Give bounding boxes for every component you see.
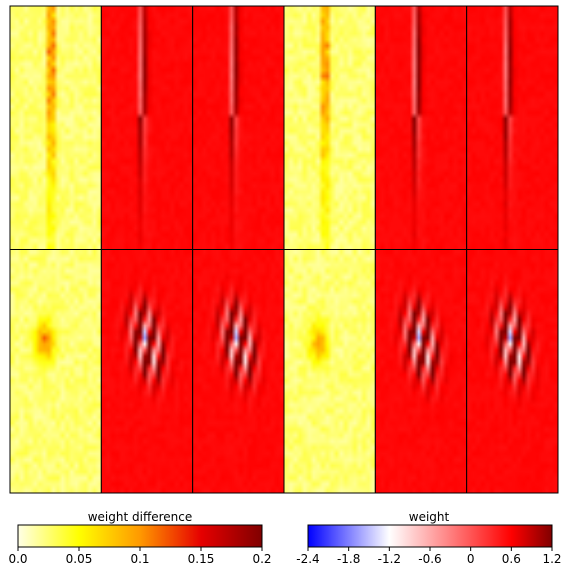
heatmap-cell-image — [466, 6, 558, 250]
heatmap-panel-r1-c2 — [100, 5, 194, 250]
colorbar-tick-label: 0.6 — [502, 552, 521, 566]
colorbar-gradient — [307, 524, 553, 548]
heatmap-grid — [9, 5, 559, 494]
colorbar-tick-label: 0.15 — [188, 552, 215, 566]
heatmap-cell-image — [192, 249, 284, 493]
heatmap-cell-image — [10, 6, 102, 250]
heatmap-cell-image — [10, 249, 102, 493]
heatmap-panel-r2-c3 — [192, 249, 285, 494]
heatmap-panel-r1-c3 — [192, 5, 285, 250]
colorbar-tick-label: 0.1 — [130, 552, 149, 566]
colorbar-tick-label: 0.2 — [252, 552, 271, 566]
colorbar-weight-difference: weight difference 0.0 0.05 0.1 0.15 0.2 — [8, 510, 271, 566]
colorbar-tick-label: 1.2 — [542, 552, 561, 566]
colorbar-gradient — [17, 524, 263, 548]
colorbar-tick-label: 0.05 — [66, 552, 93, 566]
colorbar-title: weight difference — [88, 510, 193, 524]
heatmap-panel-r2-c4 — [283, 249, 376, 494]
colorbar-tick-label: -1.2 — [378, 552, 401, 566]
heatmap-panel-r2-c6 — [466, 249, 559, 494]
heatmap-panel-r1-c4 — [283, 5, 376, 250]
heatmap-panel-r2-c2 — [100, 249, 194, 494]
heatmap-cell-image — [101, 249, 193, 493]
heatmap-panel-r1-c5 — [374, 5, 468, 250]
heatmap-panel-r1-c6 — [466, 5, 559, 250]
heatmap-cell-image — [192, 6, 284, 250]
heatmap-cell-image — [466, 249, 558, 493]
colorbar-tick-label: 0 — [467, 552, 475, 566]
colorbar-tick-label: -0.6 — [418, 552, 441, 566]
heatmap-panel-r2-c5 — [374, 249, 468, 494]
heatmap-panel-border — [466, 249, 559, 494]
heatmap-cell-image — [284, 249, 376, 493]
heatmap-cell-image — [101, 6, 193, 250]
colorbar-tick-label: -2.4 — [296, 552, 319, 566]
heatmap-cell-image — [375, 6, 467, 250]
colorbar-tick-label: -1.8 — [337, 552, 360, 566]
heatmap-cell-image — [375, 249, 467, 493]
colorbar-tick-label: 0.0 — [8, 552, 27, 566]
heatmap-panel-r1-c1 — [9, 5, 102, 250]
colorbar-title: weight — [409, 510, 450, 524]
colorbar-weight: weight -2.4 -1.8 -1.2 -0.6 0 0.6 1.2 — [296, 510, 561, 566]
heatmap-panel-r2-c1 — [9, 249, 102, 494]
heatmap-cell-image — [284, 6, 376, 250]
